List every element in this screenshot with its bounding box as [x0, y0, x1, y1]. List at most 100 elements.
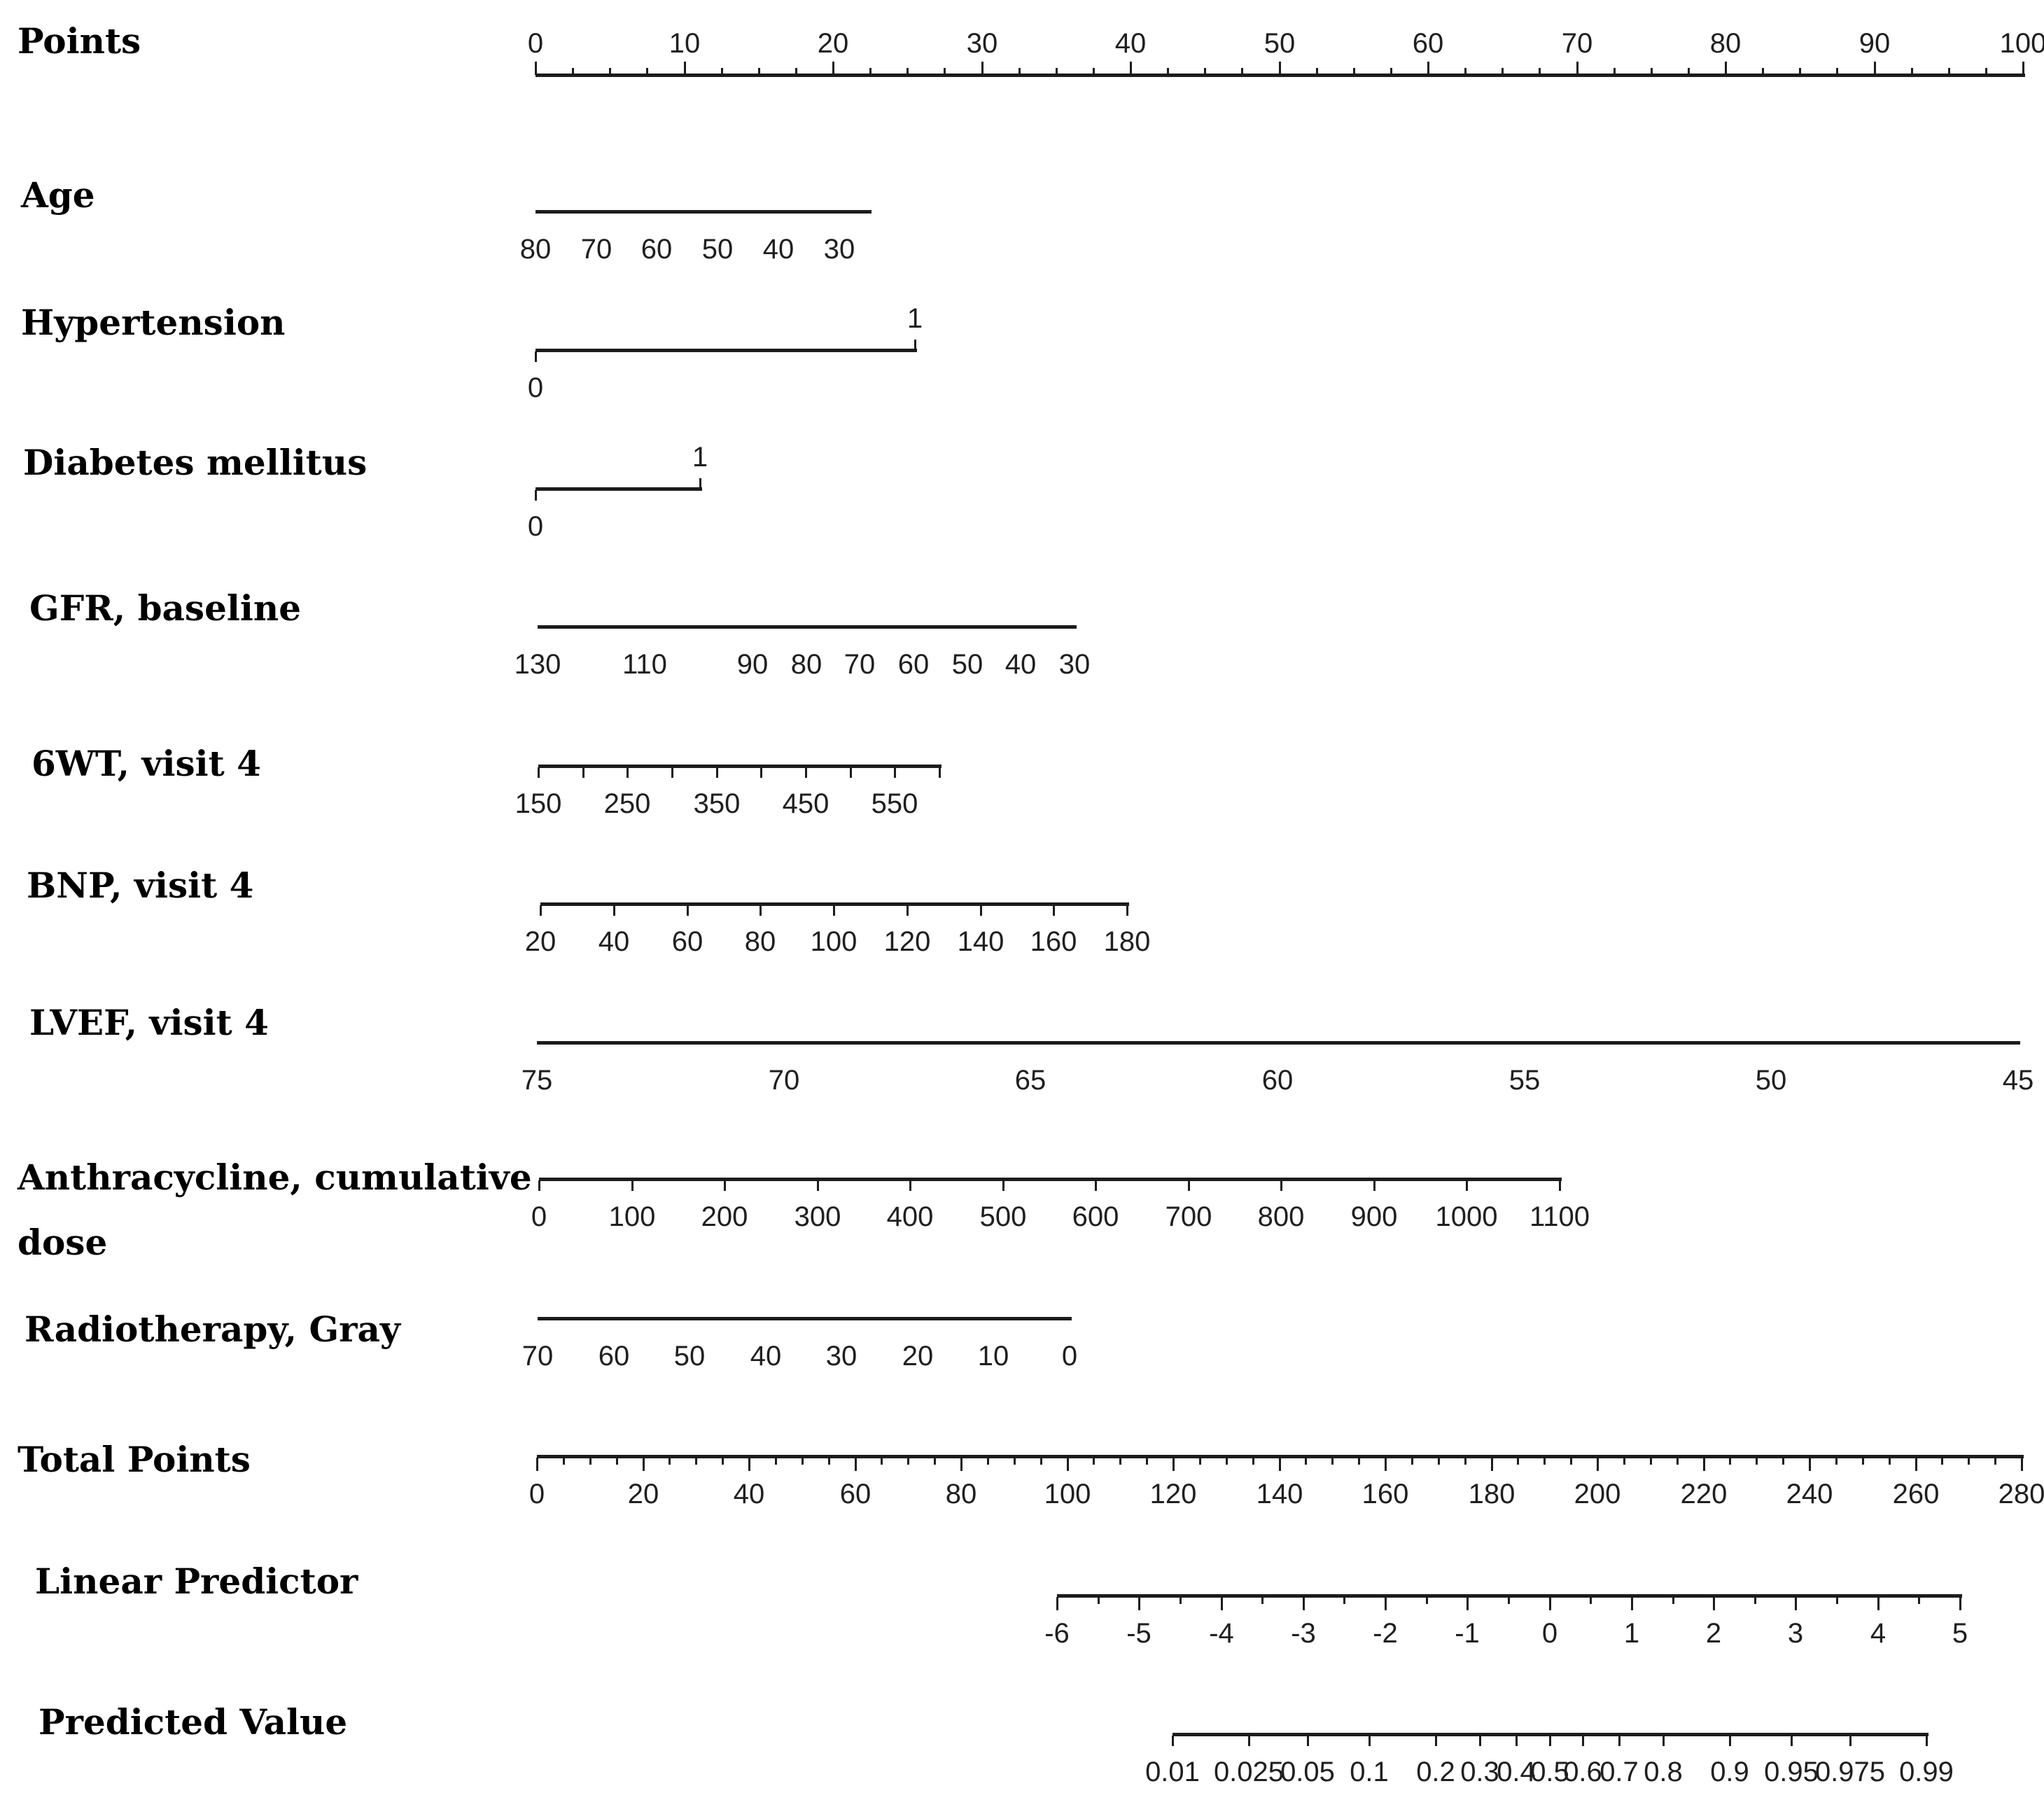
- axis-tick: [687, 905, 689, 916]
- tick-label: 240: [1786, 1479, 1833, 1509]
- axis-tick: [1516, 1736, 1518, 1746]
- axis-line-lvef-visit-4: [537, 1041, 2020, 1045]
- tick-label: 400: [886, 1201, 934, 1232]
- axis-tick: [1672, 1597, 1674, 1604]
- axis-tick: [572, 68, 574, 75]
- axis-tick: [1014, 1458, 1016, 1465]
- tick-label: 20: [817, 28, 849, 59]
- axis-tick: [1549, 1597, 1551, 1610]
- axis-tick: [1650, 1458, 1652, 1465]
- axis-tick: [699, 478, 701, 489]
- row-label-predicted-value: Predicted Value: [38, 1702, 347, 1743]
- tick-label: 0.1: [1350, 1757, 1389, 1787]
- tick-label: 1: [906, 303, 923, 334]
- axis-tick: [1385, 1458, 1387, 1471]
- axis-tick: [1180, 1597, 1182, 1604]
- axis-tick: [1948, 68, 1950, 75]
- axis-tick: [760, 905, 762, 916]
- tick-label: 800: [1257, 1201, 1305, 1232]
- axis-tick: [1688, 68, 1690, 75]
- tick-label: 160: [1362, 1479, 1409, 1509]
- axis-tick: [1167, 68, 1169, 75]
- tick-label: 70: [1561, 28, 1593, 59]
- axis-tick: [1221, 1597, 1223, 1610]
- axis-line-gfr-baseline: [538, 625, 1077, 629]
- tick-label: 0.025: [1213, 1757, 1284, 1787]
- axis-tick: [1199, 1458, 1201, 1465]
- axis-tick: [1252, 1458, 1254, 1465]
- tick-label: 60: [1412, 28, 1444, 59]
- axis-tick: [1226, 1458, 1228, 1465]
- axis-tick: [802, 1458, 804, 1465]
- axis-tick: [613, 905, 615, 916]
- tick-label: 450: [782, 788, 830, 819]
- tick-label: 500: [979, 1201, 1027, 1232]
- tick-label: 0.2: [1416, 1757, 1455, 1787]
- axis-tick: [1248, 1736, 1250, 1746]
- axis-line-radiotherapy-gray: [538, 1317, 1072, 1320]
- axis-tick: [1756, 1458, 1758, 1465]
- axis-tick: [1303, 1597, 1305, 1610]
- tick-label: 60: [1261, 1065, 1294, 1096]
- tick-label: 50: [951, 649, 983, 680]
- tick-label: 75: [521, 1065, 553, 1096]
- axis-tick: [616, 1458, 618, 1465]
- row-label-line: LVEF, visit 4: [29, 1002, 269, 1043]
- axis-tick: [540, 905, 542, 916]
- tick-label: 0: [527, 28, 544, 59]
- axis-tick: [1119, 1458, 1121, 1465]
- axis-tick: [855, 1458, 857, 1471]
- axis-tick: [1729, 1458, 1731, 1465]
- axis-tick: [1662, 1736, 1665, 1746]
- tick-label: 80: [519, 234, 552, 265]
- axis-tick: [535, 62, 537, 75]
- axis-tick: [1618, 1736, 1620, 1746]
- axis-line-hypertension: [536, 349, 917, 352]
- axis-tick: [538, 1180, 540, 1191]
- tick-label: 200: [1574, 1479, 1621, 1509]
- tick-label: 140: [957, 926, 1004, 957]
- axis-line-total-points: [537, 1455, 2024, 1458]
- row-label-line: Total Points: [18, 1439, 251, 1480]
- axis-tick: [1466, 1597, 1469, 1610]
- tick-label: 60: [640, 234, 673, 265]
- axis-tick: [1762, 68, 1764, 75]
- tick-label: 60: [897, 649, 930, 680]
- tick-label: 70: [844, 649, 876, 680]
- tick-label: 0.3: [1460, 1757, 1499, 1787]
- tick-label: 150: [514, 788, 562, 819]
- axis-line-linear-predictor: [1057, 1594, 1962, 1598]
- axis-tick: [1889, 1458, 1891, 1465]
- axis-tick: [833, 905, 835, 916]
- row-label-line: Anthracycline, cumulative: [18, 1157, 532, 1198]
- tick-label: 50: [1264, 28, 1296, 59]
- tick-label: 0.95: [1764, 1757, 1819, 1787]
- axis-tick: [1836, 68, 1838, 75]
- axis-tick: [1549, 1736, 1551, 1746]
- tick-label: 70: [522, 1341, 554, 1372]
- axis-tick: [1426, 1597, 1428, 1604]
- axis-tick: [1911, 68, 1913, 75]
- tick-label: 80: [1709, 28, 1742, 59]
- tick-label: 300: [794, 1201, 841, 1232]
- tick-label: 3: [1787, 1618, 1804, 1649]
- axis-line-points: [536, 74, 2025, 77]
- tick-label: 100: [1044, 1479, 1091, 1509]
- tick-label: 40: [1114, 28, 1147, 59]
- tick-label: 0: [1061, 1341, 1078, 1372]
- row-label-age: Age: [21, 175, 95, 216]
- axis-tick: [748, 1458, 750, 1471]
- tick-label: -6: [1044, 1618, 1070, 1649]
- axis-tick: [1464, 68, 1466, 75]
- axis-tick: [538, 767, 540, 778]
- tick-label: 180: [1468, 1479, 1516, 1509]
- row-label-radiotherapy-gray: Radiotherapy, Gray: [24, 1309, 400, 1350]
- axis-tick: [1098, 1597, 1100, 1604]
- axis-line-6wt-visit-4: [538, 765, 941, 768]
- axis-tick: [1056, 1597, 1058, 1610]
- tick-label: 120: [883, 926, 931, 957]
- axis-tick: [535, 490, 537, 501]
- row-label-points: Points: [18, 21, 141, 62]
- tick-label: 90: [1858, 28, 1891, 59]
- axis-tick: [1877, 1597, 1879, 1610]
